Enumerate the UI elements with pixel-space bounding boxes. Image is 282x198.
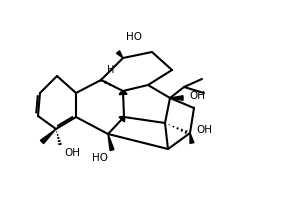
Text: H: H [107, 65, 115, 75]
Text: OH: OH [196, 125, 212, 135]
Polygon shape [108, 134, 114, 150]
Polygon shape [190, 133, 194, 143]
Text: OH: OH [64, 148, 80, 158]
Text: OH: OH [189, 91, 205, 101]
Polygon shape [116, 51, 123, 58]
Polygon shape [41, 129, 56, 144]
Text: HO: HO [126, 32, 142, 42]
Text: HO: HO [92, 153, 108, 163]
Polygon shape [170, 96, 183, 100]
